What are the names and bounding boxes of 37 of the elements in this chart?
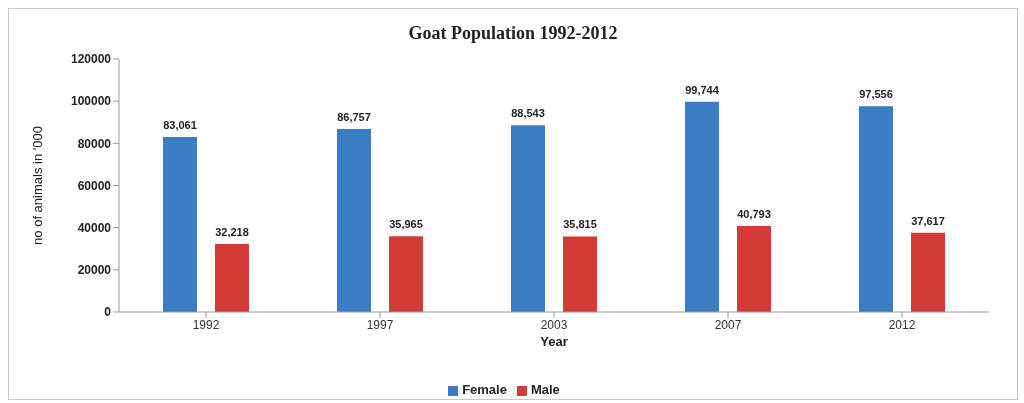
x-axis-title: Year	[540, 334, 568, 349]
y-tick-label: 0	[104, 305, 112, 320]
data-label: 37,617	[911, 214, 945, 227]
y-tick-label: 120000	[70, 52, 112, 67]
data-label: 97,556	[859, 88, 893, 101]
data-label: 40,793	[737, 207, 771, 220]
legend-label: Male	[530, 382, 560, 397]
y-tick-label: 100000	[70, 94, 112, 109]
bar	[163, 136, 197, 312]
bar	[685, 101, 719, 312]
x-tick-label: 1992	[192, 317, 220, 332]
data-label: 88,543	[511, 107, 545, 120]
bar	[737, 225, 771, 312]
x-tick-label: 2012	[888, 317, 916, 332]
legend-label: Female	[462, 382, 507, 397]
bar	[511, 125, 545, 312]
x-tick-label: 2003	[540, 317, 568, 332]
x-tick-label: 2007	[714, 317, 742, 332]
x-tick-label: 1997	[366, 317, 394, 332]
y-tick-label: 80000	[77, 136, 112, 151]
y-tick-label: 20000	[77, 263, 112, 278]
bar	[337, 129, 371, 312]
chart-title: Goat Population 1992-2012	[407, 22, 619, 45]
bar	[911, 232, 945, 312]
data-label: 99,744	[685, 83, 720, 96]
y-axis-title: no of animals in '000	[29, 126, 45, 245]
bar	[563, 236, 597, 312]
bar	[389, 236, 423, 312]
y-tick-label: 60000	[77, 178, 112, 193]
data-label: 86,757	[337, 111, 371, 124]
bar	[859, 106, 893, 312]
data-label: 83,061	[163, 118, 197, 131]
bar	[215, 244, 249, 312]
data-label: 35,965	[389, 218, 423, 231]
y-tick-label: 40000	[77, 220, 112, 235]
data-label: 32,218	[215, 226, 249, 239]
data-label: 35,815	[563, 218, 597, 231]
